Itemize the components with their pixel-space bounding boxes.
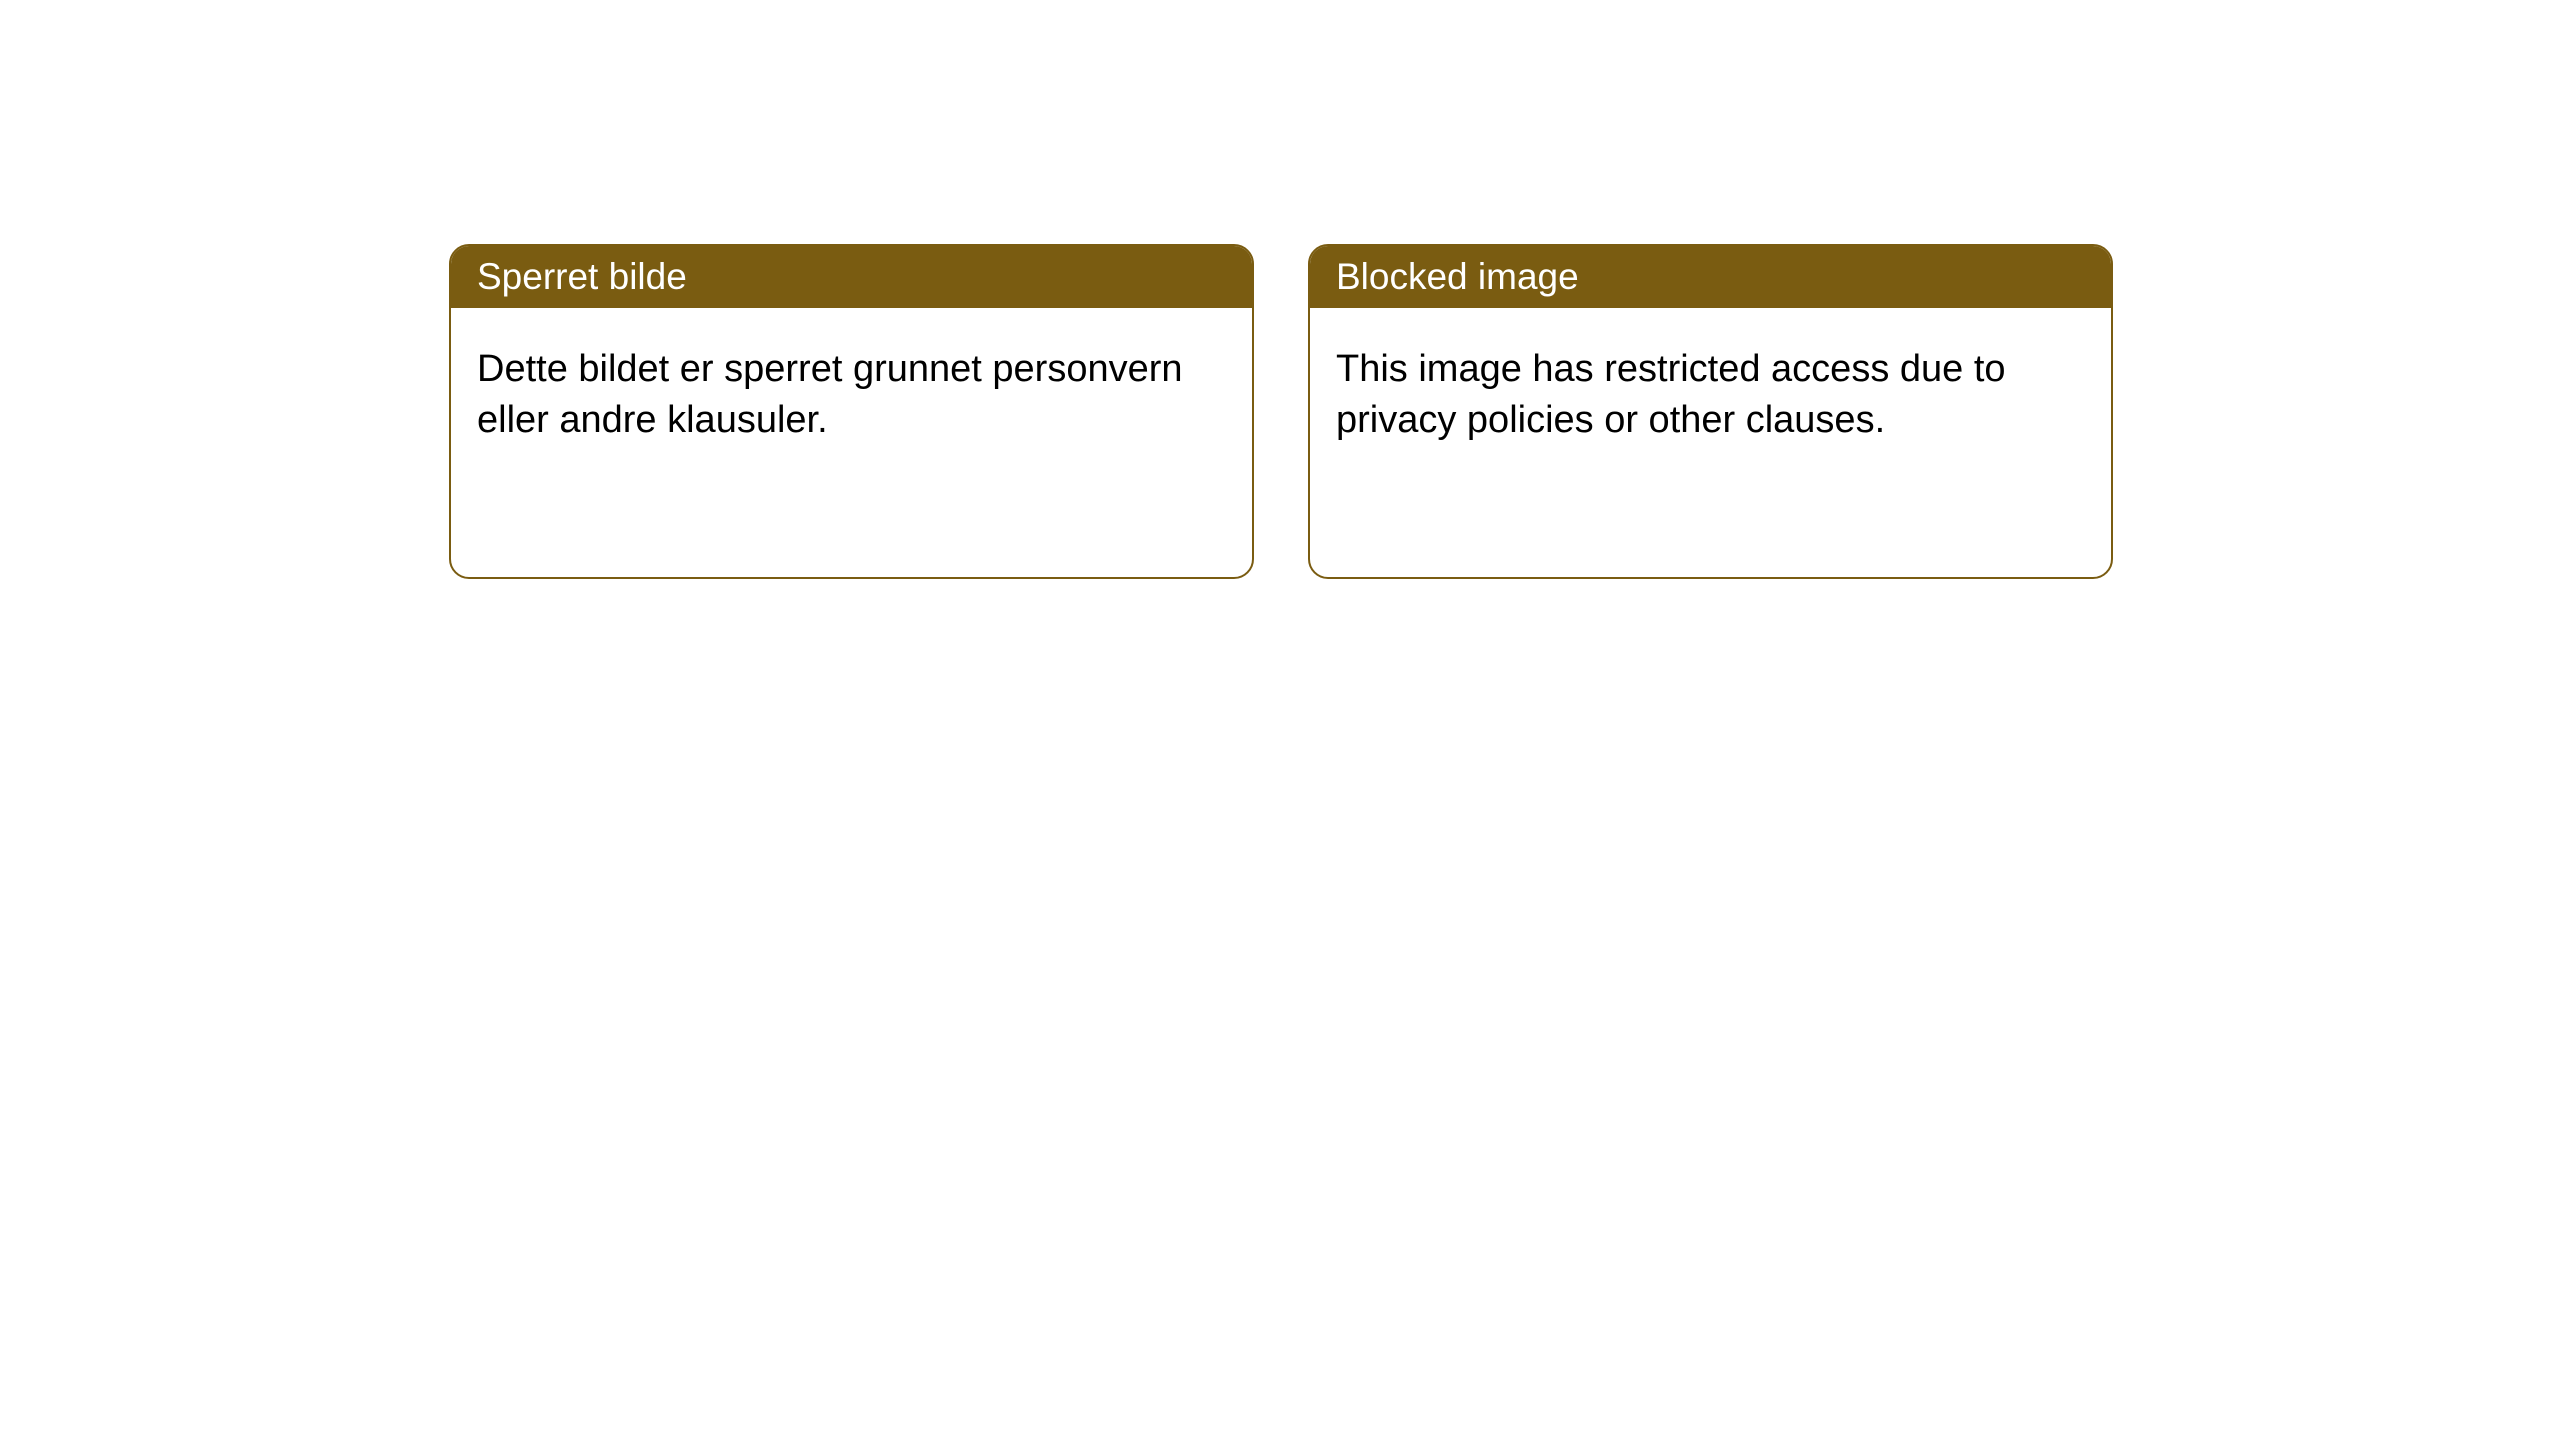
card-message-en: This image has restricted access due to … <box>1336 348 2006 441</box>
blocked-image-card-no: Sperret bilde Dette bildet er sperret gr… <box>449 244 1254 579</box>
card-title-en: Blocked image <box>1336 256 1579 297</box>
card-title-no: Sperret bilde <box>477 256 687 297</box>
card-header-en: Blocked image <box>1310 246 2111 308</box>
card-body-en: This image has restricted access due to … <box>1310 308 2111 483</box>
card-header-no: Sperret bilde <box>451 246 1252 308</box>
blocked-image-card-en: Blocked image This image has restricted … <box>1308 244 2113 579</box>
card-body-no: Dette bildet er sperret grunnet personve… <box>451 308 1252 483</box>
card-message-no: Dette bildet er sperret grunnet personve… <box>477 348 1183 441</box>
blocked-image-notice-container: Sperret bilde Dette bildet er sperret gr… <box>0 0 2560 579</box>
